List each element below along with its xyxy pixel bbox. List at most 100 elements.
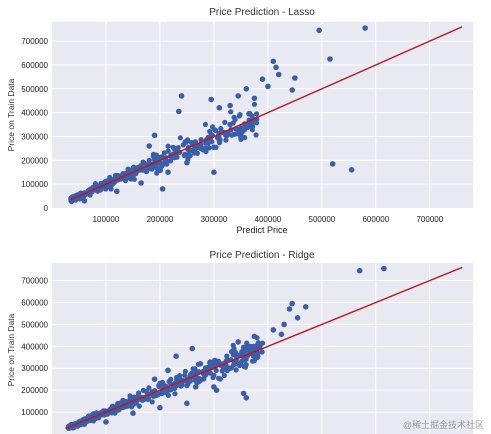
lasso-scatter-point [114,188,120,195]
lasso-y-tick-label: 500000 [21,85,48,94]
ridge-y-tick-label: 400000 [21,342,48,351]
lasso-scatter-point [154,170,160,176]
lasso-scatter-point [207,128,213,134]
lasso-scatter-point [239,129,245,135]
lasso-x-tick-label: 400000 [255,215,282,224]
lasso-scatter-point [362,25,368,31]
lasso-scatter-point [107,174,113,180]
ridge-scatter-point [201,376,207,382]
lasso-y-ticks: 0 100000 200000 300000 400000 500000 600000 700… [21,37,48,213]
lasso-scatter-point [165,148,171,154]
lasso-scatter-point [251,95,258,102]
lasso-scatter-point [108,186,114,192]
ridge-y-tick-label: 200000 [21,386,48,395]
lasso-scatter-point [253,120,260,126]
lasso-scatter-point [217,140,223,146]
lasso-x-tick-label: 200000 [147,215,174,224]
ridge-scatter-point [190,366,196,372]
lasso-scatter-point [178,93,185,99]
lasso-scatter-point [159,186,166,192]
ridge-scatter-point [165,392,171,398]
ridge-scatter-point [251,353,257,359]
ridge-scatter-point [182,372,188,378]
lasso-scatter-point [348,167,355,173]
lasso-scatter-point [157,167,163,173]
lasso-scatter-point [238,133,244,140]
ridge-scatter-point [178,381,184,388]
ridge-scatter-point [278,331,285,338]
lasso-scatter-point [275,71,282,78]
lasso-xlabel: Predict Price [236,225,287,235]
ridge-scatter-point [207,370,213,376]
ridge-scatter-point [294,315,301,321]
lasso-scatter-point [316,27,323,34]
ridge-scatter-point [182,368,188,374]
lasso-title: Price Prediction - Lasso [209,7,315,18]
lasso-scatter-point [235,93,241,99]
lasso-scatter-point [265,83,271,90]
lasso-fit-line [70,26,463,201]
ridge-scatter-point [241,357,247,363]
lasso-scatter-point [184,159,190,166]
lasso-scatter-point [161,150,167,156]
ridge-scatter-point [177,373,183,379]
ridge-scatter-point [81,421,88,427]
lasso-scatter-point [327,56,333,62]
lasso-scatter-point [81,198,88,204]
lasso-scatter-point [243,86,250,92]
lasso-scatter-point [188,139,195,146]
ridge-scatter-point [254,352,261,358]
lasso-scatter-point [161,161,167,167]
lasso-scatter-point [138,180,144,186]
ridge-scatter-point [130,410,136,417]
ridge-scatter-point [195,379,201,385]
lasso-y-tick-label: 100000 [21,180,48,189]
ridge-scatter-point [259,349,265,355]
ridge-scatter-point [224,353,230,359]
lasso-y-tick-label: 0 [44,204,49,213]
ridge-scatter-point [238,361,244,367]
ridge-scatter-point [356,267,363,274]
ridge-scatter-point [159,391,165,397]
lasso-scatter-point [176,108,182,115]
ridge-scatter-point [240,344,247,351]
ridge-scatter-point [235,339,241,345]
ridge-scatter-point [172,391,178,397]
ridge-scatter-point [240,390,247,397]
lasso-scatter-point [165,169,171,175]
lasso-scatter-point [214,135,221,141]
lasso-y-tick-label: 400000 [21,109,48,118]
lasso-scatter-point [170,154,176,160]
ridge-scatter-point [189,345,196,352]
lasso-scatter-point [168,158,174,164]
ridge-scatter-point [157,404,163,411]
lasso-x-tick-label: 300000 [201,215,228,224]
lasso-scatter-point [146,157,152,163]
lasso-scatter-point [246,111,252,117]
lasso-scatter-point [222,119,228,125]
ridge-scatter-point [286,306,293,312]
lasso-scatter-point [273,64,279,71]
ridge-scatter-point [136,403,142,409]
ridge-scatter-point [289,300,296,307]
lasso-scatter-point [270,58,277,65]
lasso-scatter-point [131,171,137,178]
lasso-x-tick-label: 600000 [362,215,389,224]
lasso-scatter-point [138,163,144,169]
lasso-scatter-point [200,146,206,153]
lasso-scatter-point [231,131,237,137]
lasso-scatter-point [236,113,242,119]
ridge-scatter-point [281,321,287,328]
lasso-scatter-point [246,123,252,129]
lasso-scatter-point [143,168,149,174]
ridge-scatter-point [192,384,199,390]
ridge-scatter-point [136,390,142,396]
ridge-scatter-point [213,387,220,394]
ridge-y-tick-label: 700000 [21,277,48,286]
lasso-scatter-point [146,143,152,149]
lasso-scatter-point [223,137,229,143]
lasso-scatter-point [227,121,233,128]
lasso-y-tick-label: 600000 [21,61,48,70]
lasso-y-tick-label: 300000 [21,132,48,141]
